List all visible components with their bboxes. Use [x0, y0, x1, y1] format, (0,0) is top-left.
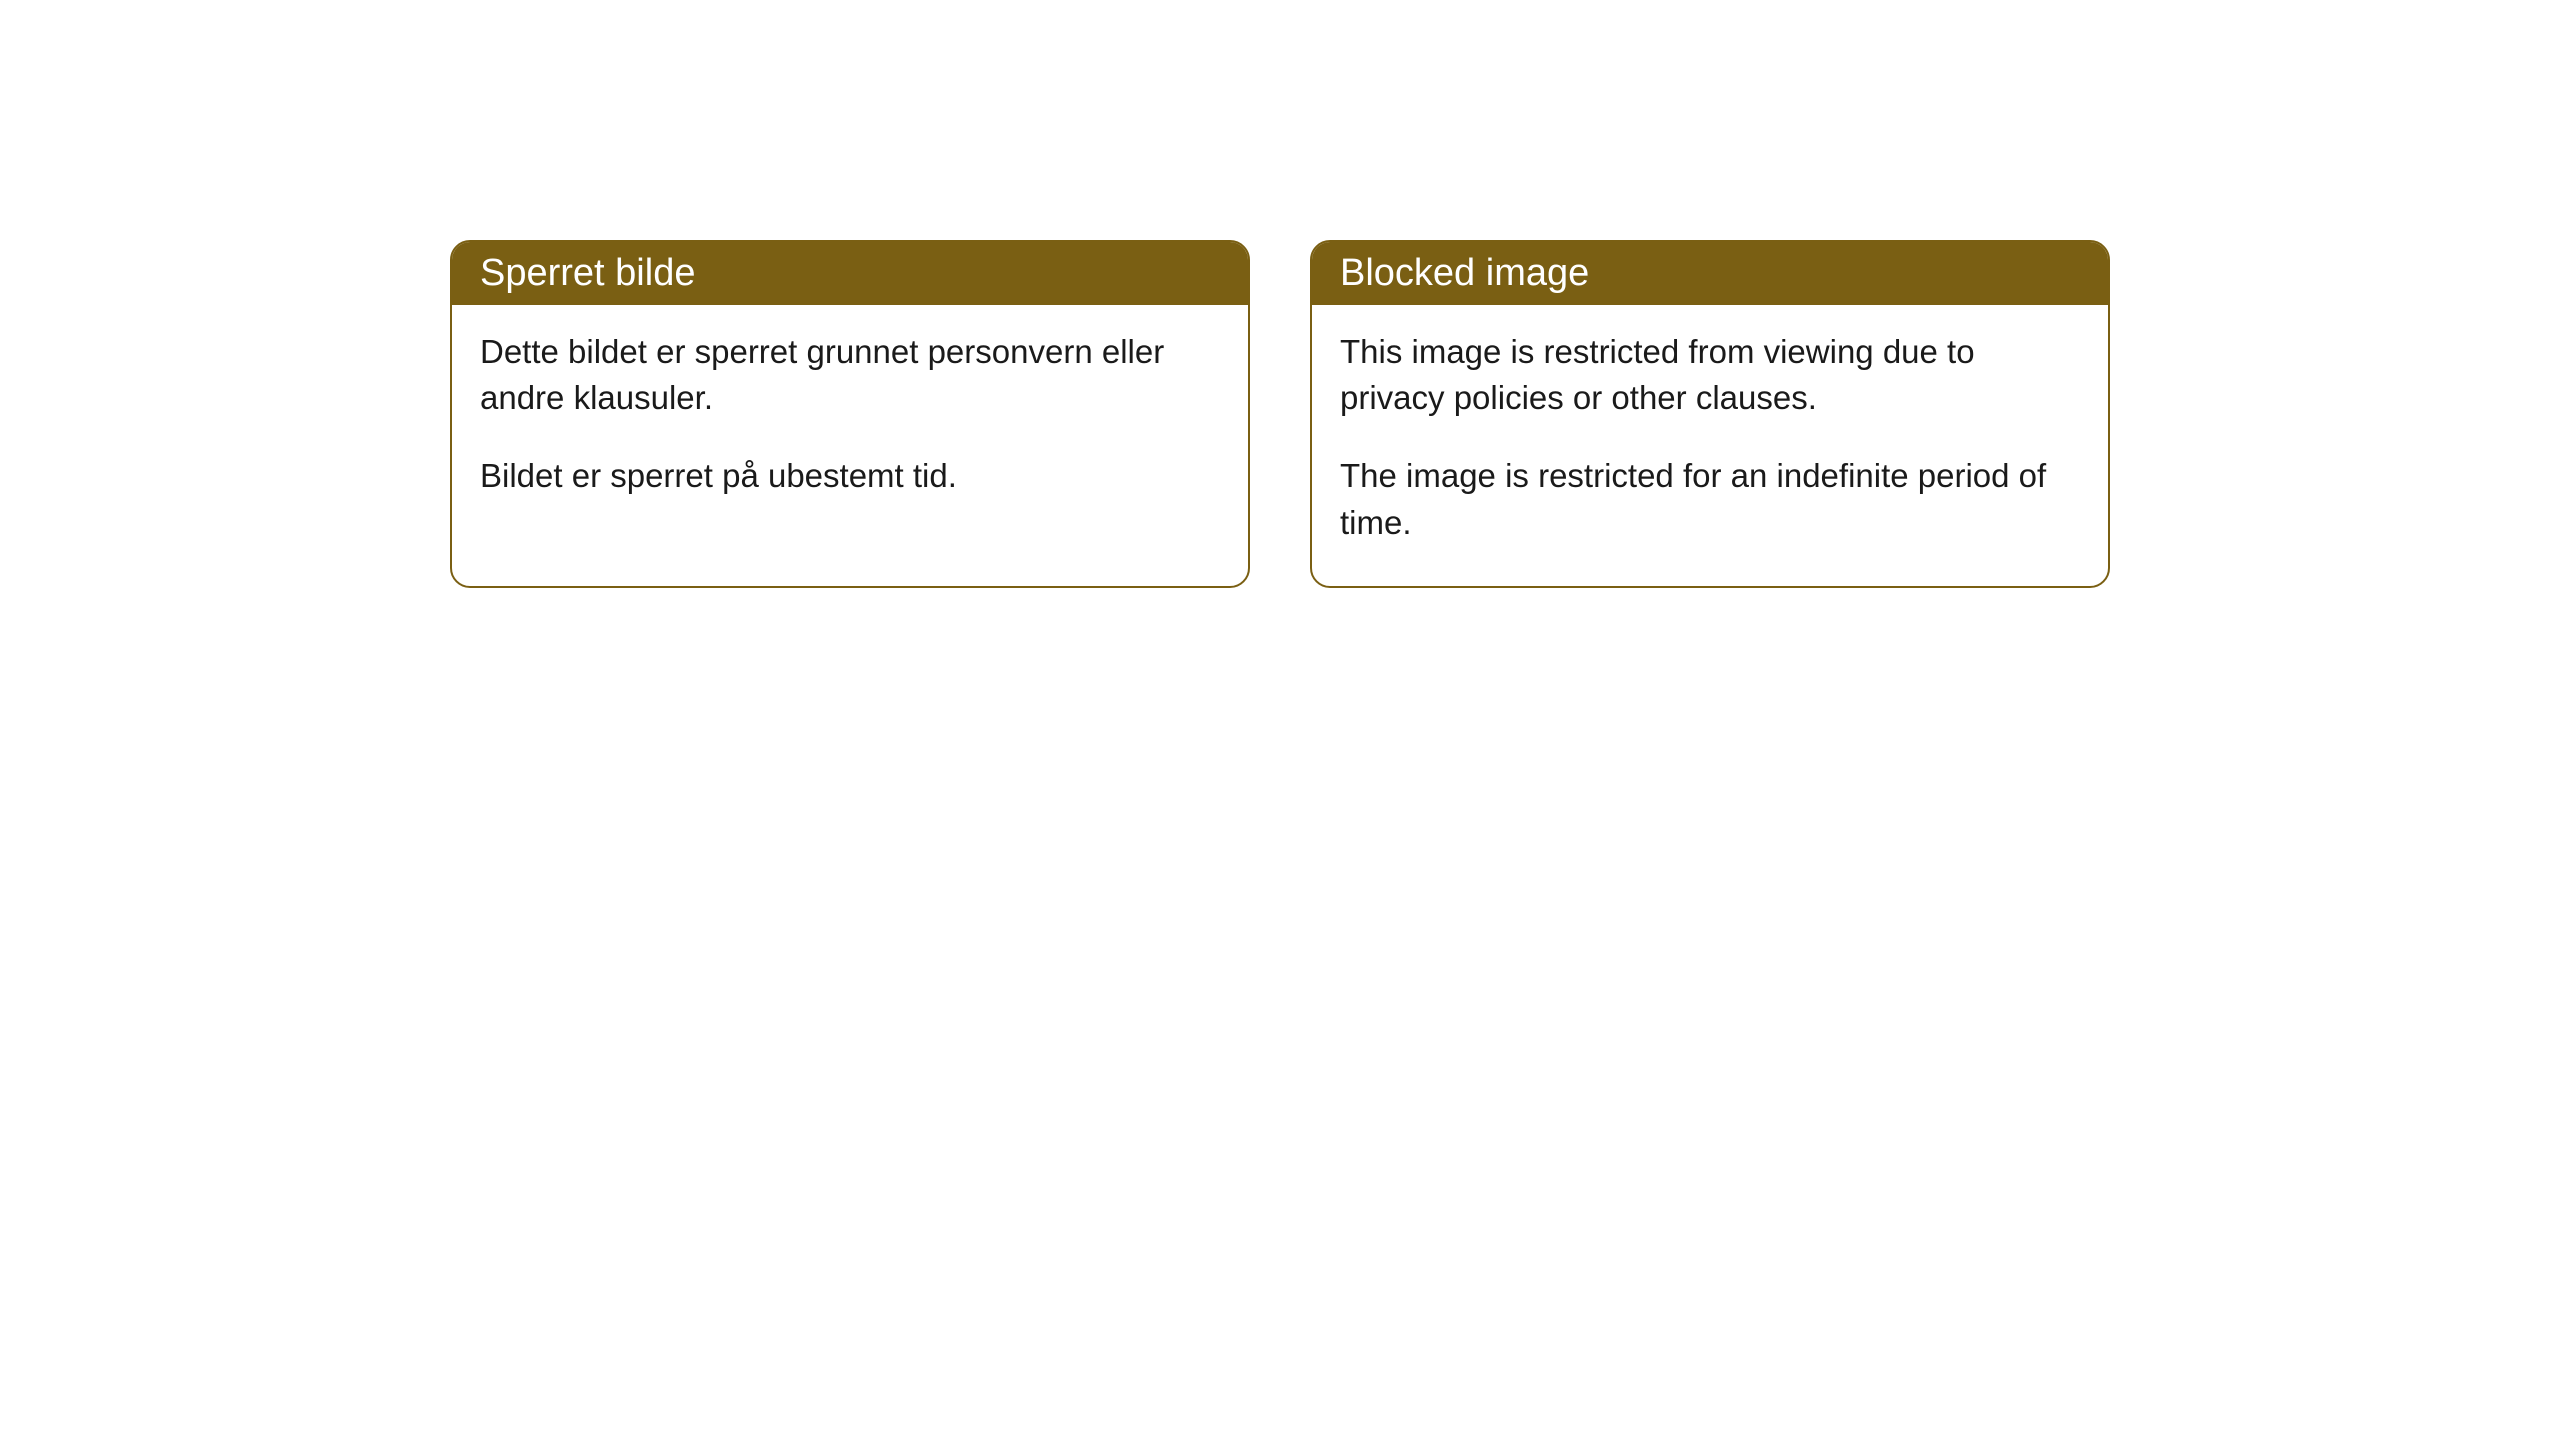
card-paragraph: Dette bildet er sperret grunnet personve… — [480, 329, 1220, 421]
card-paragraph: Bildet er sperret på ubestemt tid. — [480, 453, 1220, 499]
card-paragraph: The image is restricted for an indefinit… — [1340, 453, 2080, 545]
card-body: Dette bildet er sperret grunnet personve… — [452, 305, 1248, 540]
blocked-image-card-english: Blocked image This image is restricted f… — [1310, 240, 2110, 588]
card-header: Blocked image — [1312, 242, 2108, 305]
card-title: Sperret bilde — [480, 252, 695, 294]
blocked-image-card-norwegian: Sperret bilde Dette bildet er sperret gr… — [450, 240, 1250, 588]
notice-container: Sperret bilde Dette bildet er sperret gr… — [450, 240, 2110, 588]
card-title: Blocked image — [1340, 252, 1589, 294]
card-header: Sperret bilde — [452, 242, 1248, 305]
card-body: This image is restricted from viewing du… — [1312, 305, 2108, 586]
card-paragraph: This image is restricted from viewing du… — [1340, 329, 2080, 421]
